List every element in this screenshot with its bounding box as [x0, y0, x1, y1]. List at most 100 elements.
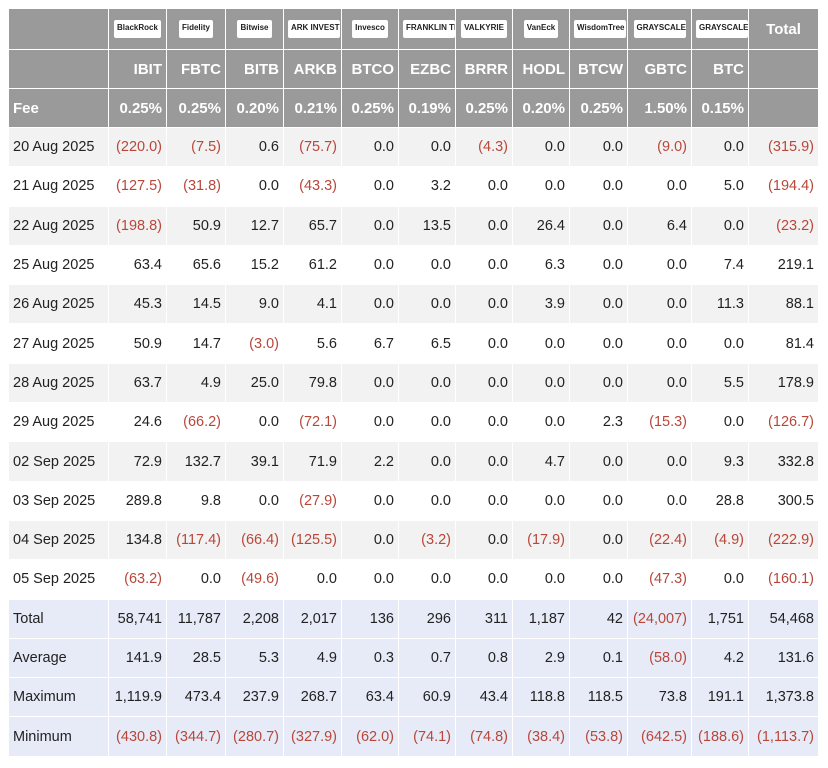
flow-value: 0.0	[569, 519, 628, 561]
summary-value: 191.1	[691, 677, 749, 718]
flow-value: 0.0	[691, 559, 749, 600]
flow-value: 5.5	[691, 362, 749, 404]
fee: 1.50%	[627, 88, 692, 128]
date: 28 Aug 2025	[8, 362, 109, 404]
fund-logo: ARK INVEST	[288, 20, 340, 38]
date: 20 Aug 2025	[8, 126, 109, 168]
flow-value: 13.5	[398, 205, 456, 246]
flow-value: (117.4)	[166, 519, 226, 561]
summary-value: 1,187	[512, 598, 570, 639]
flow-value: 0.0	[569, 205, 628, 246]
fund-logo: GRAYSCALE	[696, 20, 748, 38]
flow-value: 12.7	[225, 205, 284, 246]
summary-value: 5.3	[225, 637, 284, 679]
flow-value: 81.4	[748, 323, 819, 364]
flow-value: 0.0	[455, 559, 513, 600]
flow-value: 7.4	[691, 244, 749, 286]
fund-logo: GRAYSCALE	[633, 20, 686, 38]
date: 04 Sep 2025	[8, 519, 109, 561]
summary-value: 136	[341, 598, 399, 639]
flow-value: (194.4)	[748, 166, 819, 207]
summary-value: 118.5	[569, 677, 628, 718]
flow-value: 132.7	[166, 441, 226, 482]
data-row: 27 Aug 2025 50.9 14.7 (3.0) 5.6 6.7 6.5 0.0 0.0 0…	[8, 323, 819, 364]
logo-cell: GRAYSCALE	[627, 8, 692, 50]
summary-value: 131.6	[748, 637, 819, 679]
flow-value: 0.0	[627, 284, 692, 325]
flow-value: 9.3	[691, 441, 749, 482]
flow-value: 0.0	[512, 559, 570, 600]
flow-value: 0.0	[225, 402, 284, 443]
summary-value: (280.7)	[225, 716, 284, 757]
summary-value: 141.9	[108, 637, 167, 679]
flow-value: (4.3)	[455, 126, 513, 168]
flow-value: 0.0	[512, 126, 570, 168]
flow-value: 0.0	[398, 126, 456, 168]
flow-value: 6.4	[627, 205, 692, 246]
flow-value: 65.6	[166, 244, 226, 286]
summary-value: 4.9	[283, 637, 342, 679]
summary-value: 118.8	[512, 677, 570, 718]
data-row: 25 Aug 2025 63.4 65.6 15.2 61.2 0.0 0.0 0.0 6.3 0…	[8, 244, 819, 286]
summary-value: 0.1	[569, 637, 628, 679]
flow-value: 3.9	[512, 284, 570, 325]
ticker: HODL	[512, 49, 570, 89]
summary-value: (38.4)	[512, 716, 570, 757]
summary-value: 0.7	[398, 637, 456, 679]
flow-value: (7.5)	[166, 126, 226, 168]
flow-value: 14.7	[166, 323, 226, 364]
data-row: 21 Aug 2025 (127.5) (31.8) 0.0 (43.3) 0.0 3.2 0…	[8, 166, 819, 207]
flow-value: (3.2)	[398, 519, 456, 561]
flow-value: 0.0	[341, 559, 399, 600]
fee: 0.25%	[108, 88, 167, 128]
flow-value: (125.5)	[283, 519, 342, 561]
flow-value: 0.0	[627, 323, 692, 364]
flow-value: 9.8	[166, 480, 226, 521]
fund-logo: Fidelity	[178, 20, 213, 38]
flow-value: 0.0	[225, 480, 284, 521]
summary-value: (642.5)	[627, 716, 692, 757]
flow-value: 0.0	[512, 166, 570, 207]
summary-value: 2.9	[512, 637, 570, 679]
flow-value: 2.3	[569, 402, 628, 443]
flow-value: 0.0	[691, 126, 749, 168]
flow-value: 0.0	[398, 402, 456, 443]
flow-value: (23.2)	[748, 205, 819, 246]
flow-value: 0.0	[691, 402, 749, 443]
summary-value: 268.7	[283, 677, 342, 718]
flow-value: (31.8)	[166, 166, 226, 207]
flow-value: 0.0	[627, 480, 692, 521]
logo-cell: BlackRock	[108, 8, 167, 50]
fund-logo: VALKYRIE	[461, 20, 507, 38]
flow-value: 0.0	[569, 284, 628, 325]
flow-value: (49.6)	[225, 559, 284, 600]
data-row: 26 Aug 2025 45.3 14.5 9.0 4.1 0.0 0.0 0.0 3.9 0.0…	[8, 284, 819, 325]
summary-label: Total	[8, 598, 109, 639]
summary-value: 1,119.9	[108, 677, 167, 718]
logo-cell: WisdomTree	[569, 8, 628, 50]
fee: 0.20%	[512, 88, 570, 128]
logo-cell: Invesco	[341, 8, 399, 50]
flow-value: 0.0	[512, 480, 570, 521]
summary-value: (62.0)	[341, 716, 399, 757]
logo-row: BlackRock Fidelity Bitwise ARK INVEST Invesc…	[8, 8, 819, 50]
summary-value: 11,787	[166, 598, 226, 639]
summary-value: 4.2	[691, 637, 749, 679]
fee: 0.19%	[398, 88, 456, 128]
flow-value: 0.0	[627, 244, 692, 286]
flow-value: 0.0	[341, 126, 399, 168]
summary-row: Total 58,741 11,787 2,208 2,017 136 296 311 1,18…	[8, 598, 819, 639]
flow-value: 4.7	[512, 441, 570, 482]
flow-value: (127.5)	[108, 166, 167, 207]
fund-logo: VanEck	[523, 20, 559, 38]
fund-logo: WisdomTree	[574, 20, 626, 38]
total-header: Total	[748, 8, 819, 50]
ticker: BITB	[225, 49, 284, 89]
logo-cell: Fidelity	[166, 8, 226, 50]
date: 25 Aug 2025	[8, 244, 109, 286]
flow-value: (66.2)	[166, 402, 226, 443]
flow-value: 0.0	[341, 244, 399, 286]
flow-value: (22.4)	[627, 519, 692, 561]
flow-value: 0.0	[341, 284, 399, 325]
